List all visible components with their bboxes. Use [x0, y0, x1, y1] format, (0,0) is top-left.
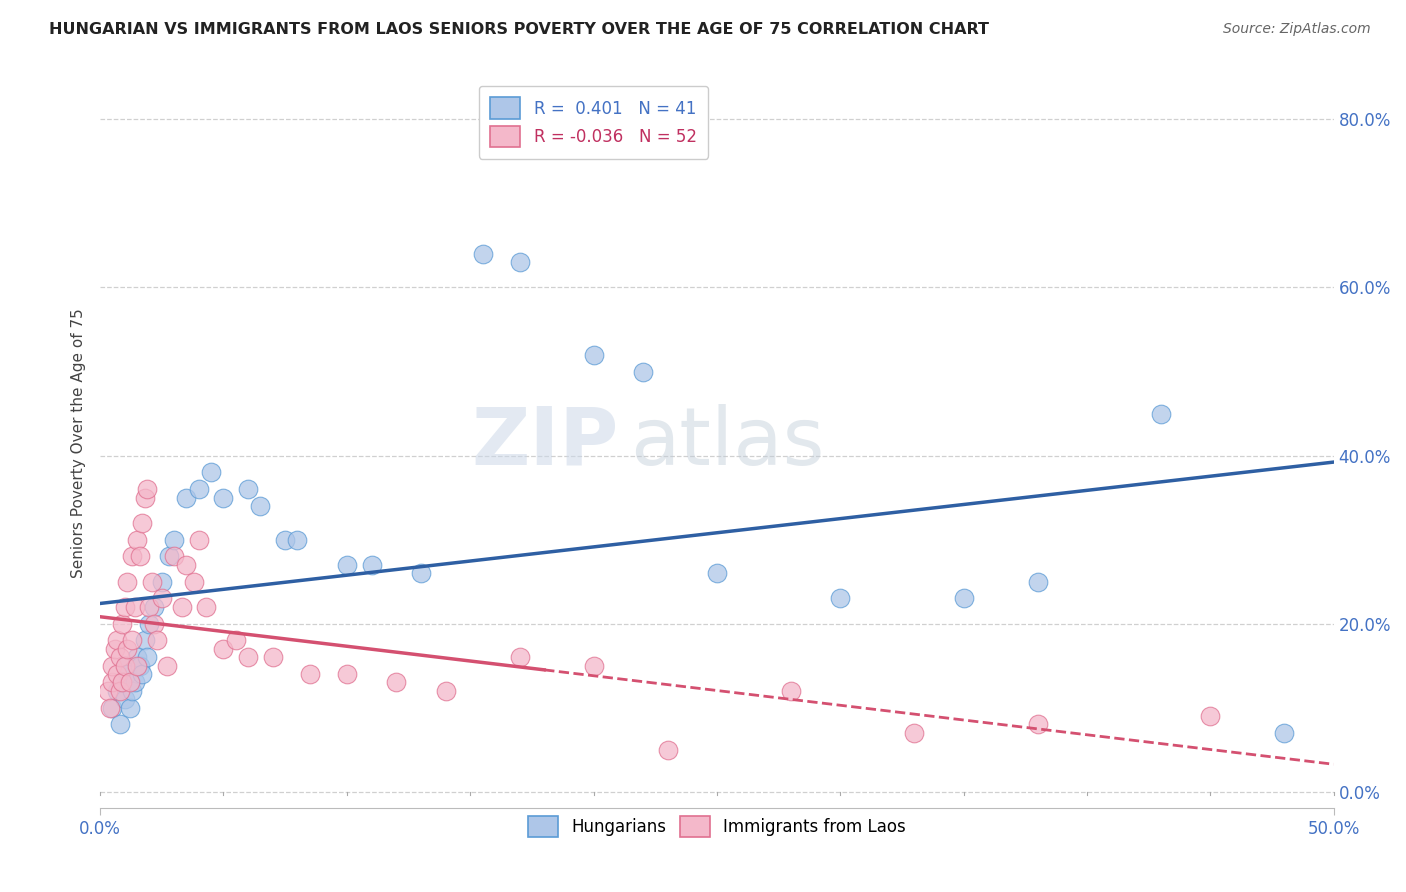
- Point: [163, 549, 186, 564]
- Point: [118, 675, 141, 690]
- Point: [385, 675, 408, 690]
- Point: [114, 692, 136, 706]
- Point: [706, 566, 728, 581]
- Point: [336, 558, 359, 572]
- Point: [187, 533, 209, 547]
- Point: [176, 558, 198, 572]
- Legend: Hungarians, Immigrants from Laos: Hungarians, Immigrants from Laos: [522, 809, 912, 844]
- Point: [157, 549, 180, 564]
- Point: [124, 675, 146, 690]
- Point: [187, 482, 209, 496]
- Point: [170, 599, 193, 614]
- Point: [212, 491, 235, 505]
- Point: [200, 466, 222, 480]
- Text: ZIP: ZIP: [471, 404, 619, 482]
- Point: [434, 683, 457, 698]
- Point: [105, 633, 128, 648]
- Point: [131, 516, 153, 530]
- Point: [101, 658, 124, 673]
- Point: [131, 667, 153, 681]
- Point: [127, 650, 149, 665]
- Point: [136, 650, 159, 665]
- Point: [101, 675, 124, 690]
- Point: [146, 633, 169, 648]
- Point: [114, 599, 136, 614]
- Point: [336, 667, 359, 681]
- Point: [830, 591, 852, 606]
- Point: [287, 533, 309, 547]
- Point: [360, 558, 382, 572]
- Y-axis label: Seniors Poverty Over the Age of 75: Seniors Poverty Over the Age of 75: [72, 308, 86, 578]
- Point: [121, 549, 143, 564]
- Point: [105, 667, 128, 681]
- Point: [409, 566, 432, 581]
- Text: Source: ZipAtlas.com: Source: ZipAtlas.com: [1223, 22, 1371, 37]
- Point: [117, 667, 139, 681]
- Point: [108, 717, 131, 731]
- Point: [98, 700, 121, 714]
- Point: [101, 700, 124, 714]
- Point: [96, 683, 118, 698]
- Point: [952, 591, 974, 606]
- Point: [136, 482, 159, 496]
- Point: [903, 726, 925, 740]
- Point: [780, 683, 803, 698]
- Point: [105, 683, 128, 698]
- Point: [108, 650, 131, 665]
- Point: [156, 658, 179, 673]
- Point: [274, 533, 297, 547]
- Point: [236, 650, 259, 665]
- Point: [118, 700, 141, 714]
- Point: [1026, 717, 1049, 731]
- Point: [134, 633, 156, 648]
- Point: [509, 650, 531, 665]
- Point: [195, 599, 218, 614]
- Point: [657, 742, 679, 756]
- Point: [128, 549, 150, 564]
- Point: [631, 365, 654, 379]
- Point: [143, 616, 166, 631]
- Point: [127, 533, 149, 547]
- Point: [117, 641, 139, 656]
- Point: [1026, 574, 1049, 589]
- Point: [141, 574, 163, 589]
- Text: atlas: atlas: [630, 404, 825, 482]
- Point: [117, 574, 139, 589]
- Text: HUNGARIAN VS IMMIGRANTS FROM LAOS SENIORS POVERTY OVER THE AGE OF 75 CORRELATION: HUNGARIAN VS IMMIGRANTS FROM LAOS SENIOR…: [49, 22, 990, 37]
- Point: [111, 675, 134, 690]
- Point: [121, 683, 143, 698]
- Point: [138, 599, 160, 614]
- Point: [114, 658, 136, 673]
- Point: [298, 667, 321, 681]
- Point: [212, 641, 235, 656]
- Point: [121, 633, 143, 648]
- Point: [471, 247, 494, 261]
- Point: [262, 650, 284, 665]
- Point: [176, 491, 198, 505]
- Point: [104, 641, 127, 656]
- Point: [236, 482, 259, 496]
- Point: [1272, 726, 1295, 740]
- Point: [225, 633, 247, 648]
- Point: [111, 616, 134, 631]
- Point: [111, 675, 134, 690]
- Point: [163, 533, 186, 547]
- Point: [134, 491, 156, 505]
- Point: [143, 599, 166, 614]
- Point: [124, 599, 146, 614]
- Point: [509, 255, 531, 269]
- Point: [114, 658, 136, 673]
- Point: [150, 574, 173, 589]
- Point: [249, 499, 271, 513]
- Point: [582, 348, 605, 362]
- Point: [1150, 407, 1173, 421]
- Point: [127, 658, 149, 673]
- Point: [183, 574, 205, 589]
- Point: [150, 591, 173, 606]
- Point: [108, 683, 131, 698]
- Point: [1199, 709, 1222, 723]
- Point: [582, 658, 605, 673]
- Point: [128, 658, 150, 673]
- Point: [138, 616, 160, 631]
